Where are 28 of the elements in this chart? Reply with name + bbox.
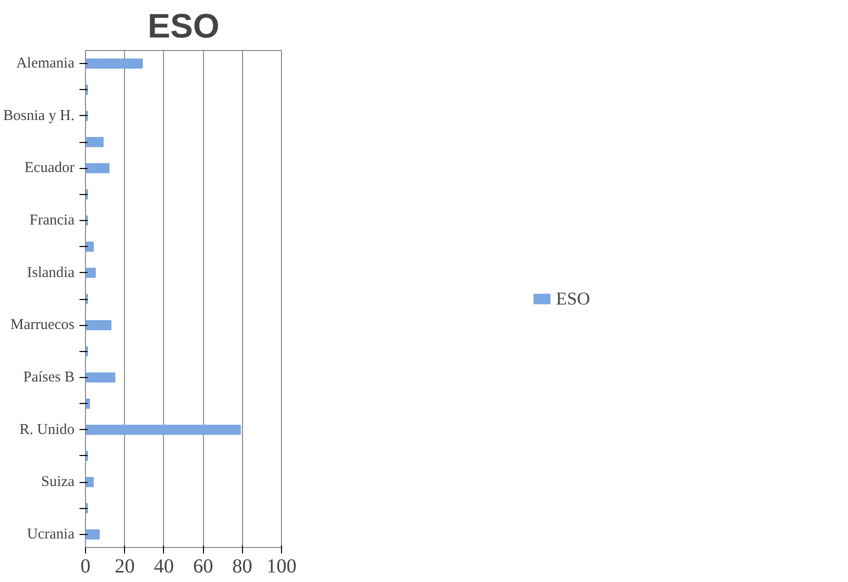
y-tick-label: Ucrania: [27, 526, 75, 542]
bar: [86, 268, 96, 278]
y-tick-label: Suiza: [41, 474, 75, 490]
y-tick-label: Bosnia y H.: [3, 108, 74, 124]
y-tick-label: Islandia: [27, 264, 75, 281]
bar: [86, 424, 241, 435]
bar: [86, 529, 100, 540]
x-tick-label: 100: [266, 556, 296, 578]
bar: [86, 372, 116, 383]
bar: [86, 163, 110, 174]
chart-title: ESO: [148, 8, 220, 46]
x-tick-label: 80: [232, 556, 252, 578]
bar: [86, 242, 94, 252]
x-tick-label: 0: [80, 556, 90, 578]
legend-label: ESO: [556, 288, 590, 309]
bar: [86, 320, 112, 330]
y-tick-label: Ecuador: [24, 160, 75, 176]
y-tick-label: Francia: [30, 212, 75, 229]
y-tick-label: Países B: [23, 369, 75, 386]
x-tick-label: 40: [154, 556, 174, 578]
y-tick-label: Marruecos: [10, 317, 75, 334]
x-tick-label: 60: [193, 556, 214, 578]
y-tick-label: R. Unido: [19, 422, 75, 438]
bar: [86, 136, 104, 148]
y-tick-label: Alemania: [16, 56, 75, 72]
bar: [86, 58, 143, 69]
bar: [86, 477, 94, 488]
x-tick-label: 20: [114, 556, 135, 578]
